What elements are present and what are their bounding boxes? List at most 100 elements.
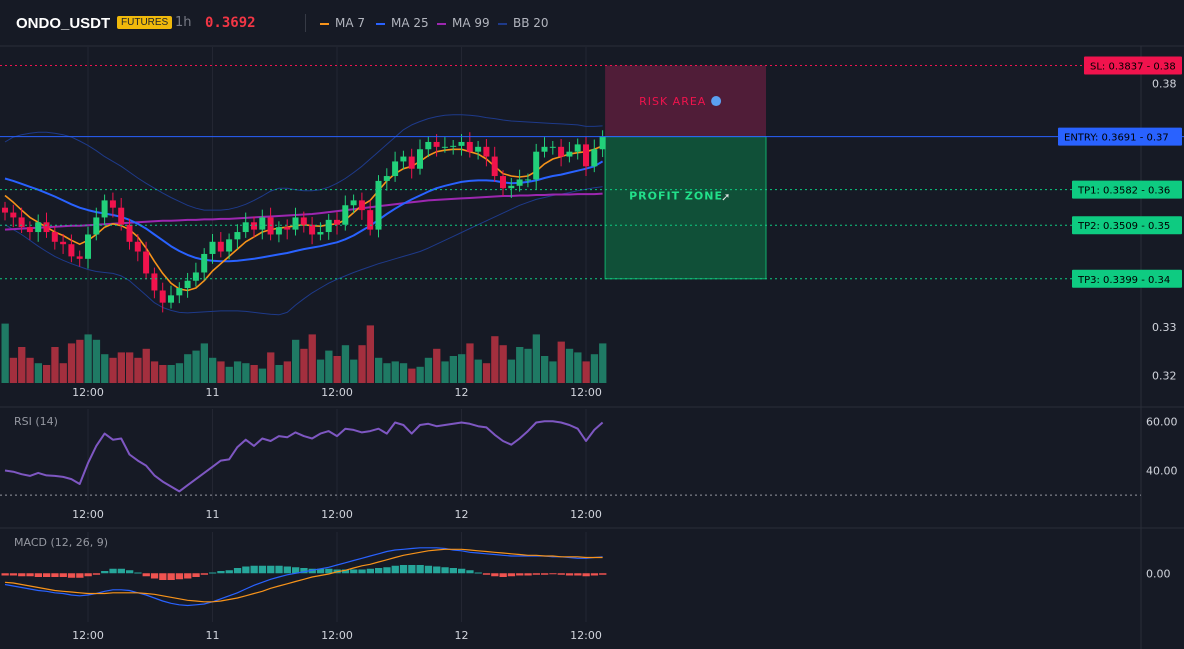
volume-bar xyxy=(590,354,599,383)
macd-histogram-bar xyxy=(101,571,109,574)
volume-bar xyxy=(541,356,549,383)
rsi-tick-label: 40.00 xyxy=(1146,464,1178,477)
volume-bar xyxy=(532,334,540,383)
volume-bar xyxy=(175,363,184,383)
candle-body xyxy=(68,244,75,257)
candle-body xyxy=(334,219,340,225)
macd-histogram-bar xyxy=(26,573,34,577)
candle-body xyxy=(383,176,390,181)
macd-histogram-bar xyxy=(458,568,466,574)
bb-upper-line xyxy=(4,114,603,211)
macd-histogram-bar xyxy=(474,572,482,574)
legend-label: MA 99 xyxy=(452,16,490,30)
candle-body xyxy=(342,205,349,225)
macd-histogram-bar xyxy=(532,573,540,575)
volume-bar xyxy=(333,356,341,383)
legend-ma99[interactable]: MA 99 xyxy=(437,16,490,30)
rsi-tick-label: 60.00 xyxy=(1146,415,1178,428)
macd-histogram-bar xyxy=(574,573,582,576)
candle-body xyxy=(325,219,332,233)
macd-histogram-bar xyxy=(441,567,449,574)
time-tick-label: 12:00 xyxy=(321,386,353,399)
candle-body xyxy=(275,227,282,235)
volume-bar xyxy=(217,361,225,383)
legend-label: MA 7 xyxy=(335,16,366,30)
volume-bar xyxy=(557,341,565,383)
candle-body xyxy=(392,161,399,177)
macd-histogram-bar xyxy=(126,570,134,574)
candle-body xyxy=(358,200,365,211)
volume-bar xyxy=(34,363,42,383)
candle-body xyxy=(143,251,150,274)
macd-histogram-bar xyxy=(366,568,374,574)
macd-histogram-bar xyxy=(449,568,457,574)
time-tick-label: 12:00 xyxy=(72,508,104,521)
macd-tick-label: 0.00 xyxy=(1146,567,1171,580)
macd-histogram-bar xyxy=(433,566,441,574)
timeframe-label[interactable]: 1h xyxy=(175,15,192,30)
macd-histogram-bar xyxy=(383,567,391,574)
candle-body xyxy=(466,141,473,152)
candle-body xyxy=(292,217,299,230)
volume-bar xyxy=(341,345,350,383)
candle-body xyxy=(350,200,357,206)
time-tick-label: 11 xyxy=(206,386,220,399)
candle-body xyxy=(26,227,33,233)
price-tick-label: 0.38 xyxy=(1152,78,1177,91)
legend-ma25[interactable]: MA 25 xyxy=(376,16,429,30)
macd-histogram-bar xyxy=(192,573,200,577)
legend-ma7[interactable]: MA 7 xyxy=(320,16,365,30)
candle-body xyxy=(251,222,257,230)
legend-swatch xyxy=(376,22,385,25)
time-tick-label: 12 xyxy=(455,629,469,642)
candle-body xyxy=(541,146,548,152)
volume-bar xyxy=(1,323,9,383)
candle-body xyxy=(126,224,133,242)
profit-zone-label: PROFIT ZONE xyxy=(629,190,723,203)
macd-histogram-bar xyxy=(466,570,474,574)
volume-bar xyxy=(76,339,84,383)
macd-histogram-bar xyxy=(167,573,175,580)
macd-histogram-bar xyxy=(117,568,125,574)
macd-histogram-bar xyxy=(209,572,217,574)
macd-histogram-bar xyxy=(358,569,366,574)
macd-histogram-bar xyxy=(200,573,208,575)
candle-body xyxy=(134,241,141,252)
symbol-name[interactable]: ONDO_USDT xyxy=(16,15,111,32)
candle-body xyxy=(259,217,266,230)
macd-histogram-bar xyxy=(316,568,325,574)
candle-body xyxy=(300,217,307,225)
volume-bar xyxy=(43,365,51,383)
level-label-bg xyxy=(1072,180,1182,199)
candle-body xyxy=(583,144,589,167)
candle-body xyxy=(425,141,432,150)
volume-bar xyxy=(308,334,316,383)
volume-bar xyxy=(109,357,117,383)
macd-pane: MACD (12, 26, 9) 0.00 xyxy=(1,536,1171,607)
bollinger-bands xyxy=(4,114,603,316)
volume-bar xyxy=(283,361,291,383)
legend-swatch xyxy=(320,22,329,25)
macd-histogram-bar xyxy=(267,565,275,574)
volume-bar xyxy=(565,348,574,383)
volume-bar xyxy=(300,348,308,383)
volume-bar xyxy=(366,325,374,383)
time-tick-label: 12:00 xyxy=(570,629,602,642)
volume-bar xyxy=(84,334,92,383)
candle-body xyxy=(85,234,91,259)
time-tick-label: 12:00 xyxy=(570,386,602,399)
level-label-entry: ENTRY: 0.3691 - 0.37 xyxy=(1064,133,1169,144)
candle-body xyxy=(267,217,274,235)
candle-body xyxy=(475,146,482,152)
macd-histogram-bar xyxy=(59,573,67,577)
time-tick-label: 12:00 xyxy=(321,508,353,521)
macd-histogram-bar xyxy=(51,573,59,577)
volume-bar xyxy=(416,366,424,383)
time-tick-label: 12:00 xyxy=(321,629,353,642)
volume-bar xyxy=(167,365,175,383)
macd-histogram-bar xyxy=(582,573,590,577)
candle-body xyxy=(566,151,573,157)
macd-histogram-bar xyxy=(175,573,184,580)
legend-bb20[interactable]: BB 20 xyxy=(498,16,549,30)
